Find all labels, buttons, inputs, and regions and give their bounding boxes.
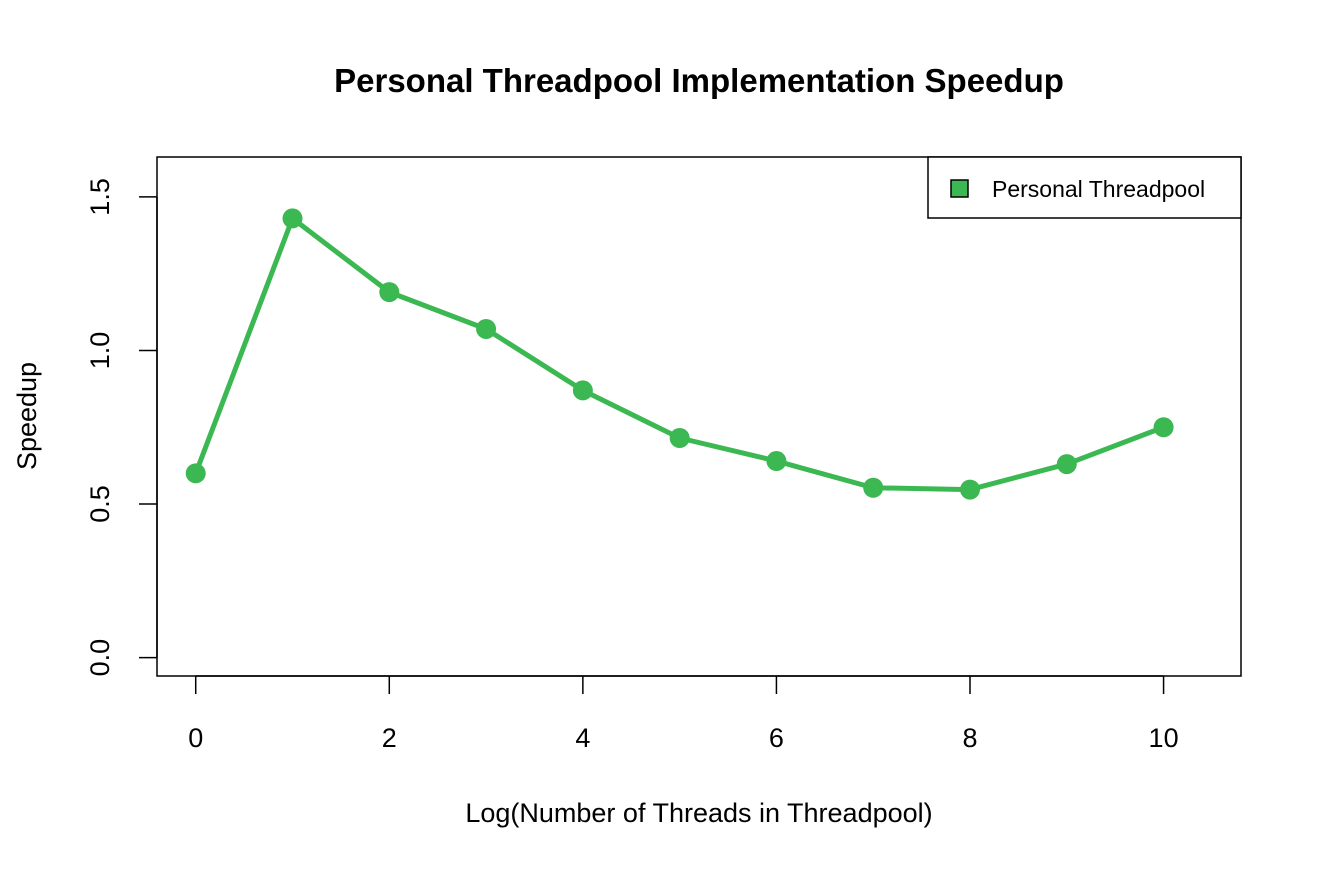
x-tick-label: 10 (1149, 723, 1179, 753)
y-tick-label: 1.0 (85, 332, 115, 370)
x-tick-label: 2 (382, 723, 397, 753)
legend: Personal Threadpool (927, 156, 1242, 219)
series-layer (185, 208, 1174, 500)
y-tick-label: 0.0 (85, 639, 115, 677)
data-point (669, 427, 690, 448)
x-tick-label: 6 (769, 723, 784, 753)
x-tick-label: 4 (575, 723, 590, 753)
y-axis: 0.0 0.5 1.0 1.5 (85, 178, 158, 677)
data-point (476, 318, 497, 339)
data-point (282, 208, 303, 229)
data-point (766, 451, 787, 472)
plot-area-frame (156, 156, 1242, 677)
data-point (572, 380, 593, 401)
y-tick-label: 0.5 (85, 485, 115, 523)
y-axis-label: Speedup (12, 362, 42, 470)
x-axis-label: Log(Number of Threads in Threadpool) (465, 798, 932, 828)
data-point (185, 463, 206, 484)
data-point (1056, 454, 1077, 475)
data-point (379, 282, 400, 303)
data-point (1153, 417, 1174, 438)
chart-title: Personal Threadpool Implementation Speed… (334, 62, 1064, 99)
x-tick-label: 0 (188, 723, 203, 753)
data-point (960, 479, 980, 500)
legend-swatch (950, 179, 969, 198)
data-point (863, 477, 884, 498)
x-axis: 0 2 4 6 8 10 (188, 675, 1179, 753)
legend-box (927, 156, 1242, 219)
series-line (193, 215, 1167, 493)
y-tick-label: 1.5 (85, 178, 115, 216)
legend-entry-label: Personal Threadpool (992, 176, 1205, 202)
x-tick-label: 8 (962, 723, 977, 753)
